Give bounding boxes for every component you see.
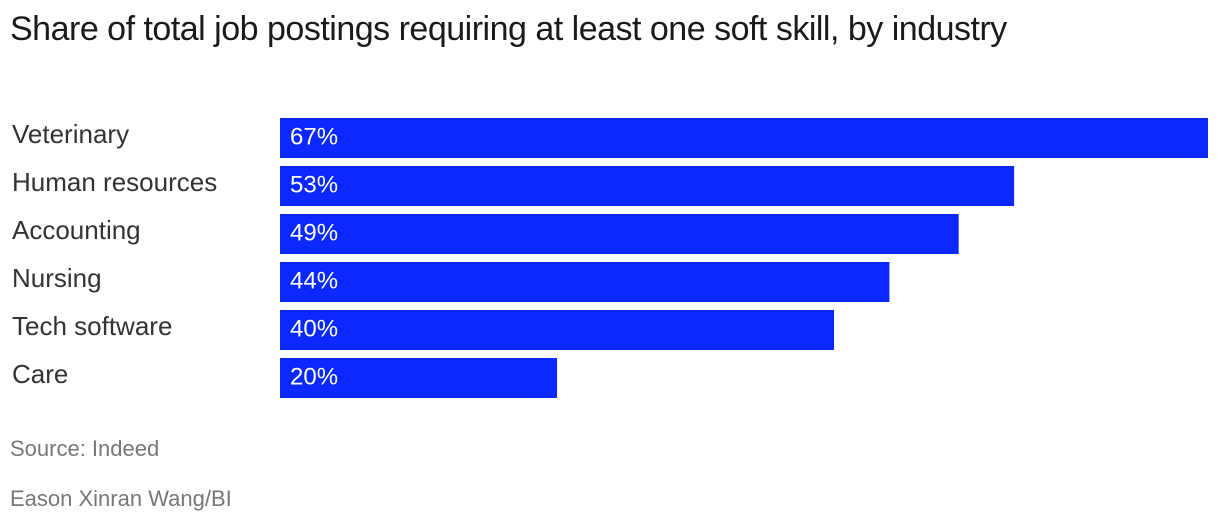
value-label: 53% <box>290 171 338 198</box>
value-label: 49% <box>290 219 338 246</box>
category-label: Veterinary <box>12 119 129 149</box>
bar <box>280 118 1208 158</box>
value-label: 20% <box>290 363 338 390</box>
category-label: Tech software <box>12 311 172 341</box>
bar <box>280 310 835 350</box>
category-label: Nursing <box>12 263 102 293</box>
bar <box>280 262 890 302</box>
bar <box>280 358 558 398</box>
category-label: Human resources <box>12 167 217 197</box>
bar <box>280 214 959 254</box>
bar <box>280 166 1015 206</box>
credit: Eason Xinran Wang/BI <box>10 486 232 511</box>
chart-title: Share of total job postings requiring at… <box>10 10 1007 48</box>
category-label: Care <box>12 359 68 389</box>
source: Source: Indeed <box>10 436 160 461</box>
value-label: 40% <box>290 315 338 342</box>
category-label: Accounting <box>12 215 141 245</box>
value-label: 44% <box>290 267 338 294</box>
value-label: 67% <box>290 123 338 150</box>
